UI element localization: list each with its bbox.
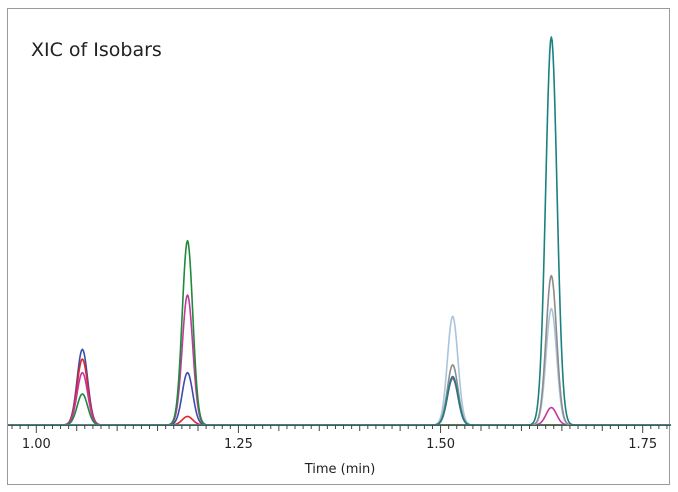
x-tick-label: 1.00	[22, 437, 51, 452]
series-line-3	[8, 294, 671, 426]
chart-title: XIC of Isobars	[31, 39, 162, 61]
series-line-7	[8, 36, 671, 426]
chart-canvas: XIC of Isobars 1.00 1.25 1.50 1.75 Time (mi…	[8, 36, 671, 477]
x-tick-label: 1.75	[628, 437, 657, 452]
x-axis-ticks: 1.00 1.25 1.50 1.75	[11, 425, 668, 452]
series-line-4	[8, 239, 671, 426]
series-layer	[8, 36, 671, 426]
series-line-5	[8, 307, 671, 426]
series-line-6	[8, 274, 671, 426]
x-tick-label: 1.50	[426, 437, 455, 452]
series-line-2	[8, 358, 671, 426]
chart-frame: XIC of Isobars 1.00 1.25 1.50 1.75 Time (mi…	[7, 8, 671, 485]
series-line-1	[8, 348, 671, 426]
x-axis-label: Time (min)	[304, 462, 376, 477]
x-tick-label: 1.25	[224, 437, 253, 452]
